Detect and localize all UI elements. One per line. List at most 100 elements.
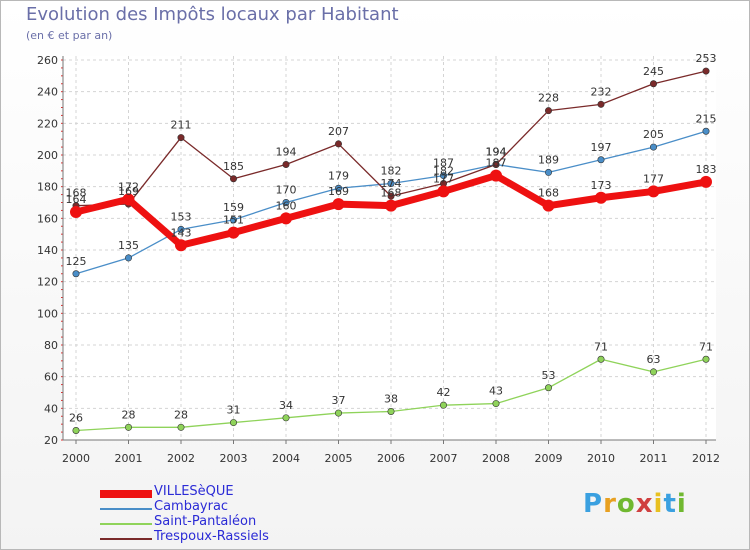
data-label: 168 [66, 187, 87, 200]
data-point [492, 400, 500, 408]
y-tick-label: 20 [44, 434, 58, 447]
chart-title: Evolution des Impôts locaux par Habitant [26, 4, 399, 25]
x-tick-label: 2007 [430, 452, 458, 465]
data-label: 135 [118, 239, 139, 252]
x-tick-label: 2000 [62, 452, 90, 465]
data-label: 177 [643, 172, 664, 185]
x-tick-label: 2011 [640, 452, 668, 465]
data-label: 38 [384, 393, 398, 406]
data-label: 168 [381, 187, 402, 200]
data-point [125, 254, 133, 262]
x-tick-label: 2001 [115, 452, 143, 465]
x-tick-label: 2009 [535, 452, 563, 465]
y-tick-label: 60 [44, 371, 58, 384]
x-tick-label: 2010 [587, 452, 615, 465]
x-tick-label: 2012 [692, 452, 720, 465]
data-label: 42 [437, 386, 451, 399]
x-tick-label: 2006 [377, 452, 405, 465]
data-point [544, 384, 552, 392]
data-label: 187 [486, 157, 507, 170]
data-point [385, 199, 397, 212]
legend-swatch [100, 490, 152, 498]
data-point [439, 172, 447, 180]
data-label: 172 [118, 180, 139, 193]
plot-area [63, 56, 716, 440]
data-label: 215 [696, 112, 717, 125]
data-label: 43 [489, 385, 503, 398]
data-point [230, 419, 238, 427]
logo-letter: P [583, 489, 604, 519]
data-label: 169 [118, 185, 139, 198]
x-tick-label: 2008 [482, 452, 510, 465]
data-point [122, 193, 135, 206]
x-tick-label: 2005 [325, 452, 353, 465]
data-label: 151 [223, 214, 244, 227]
y-tick-label: 180 [37, 181, 58, 194]
y-tick-label: 40 [44, 402, 58, 415]
data-label: 164 [66, 193, 87, 206]
data-label: 53 [542, 369, 556, 382]
data-label: 207 [328, 125, 349, 138]
legend-swatch [100, 508, 152, 510]
data-point [282, 414, 290, 422]
chart-subtitle: (en € et par an) [26, 29, 113, 42]
data-label: 159 [223, 201, 244, 214]
data-point [492, 161, 500, 169]
data-label: 37 [332, 394, 346, 407]
data-point [334, 409, 342, 417]
data-point [227, 226, 240, 239]
data-label: 245 [643, 65, 664, 78]
logo-letter: i [676, 489, 687, 519]
data-point [72, 270, 80, 278]
data-point [72, 426, 80, 434]
data-label: 179 [328, 169, 349, 182]
logo-letter: t [663, 489, 677, 519]
x-tick-label: 2003 [220, 452, 248, 465]
data-label: 182 [433, 165, 454, 178]
legend-label: Cambayrac [154, 499, 229, 514]
logo-letter: i [653, 489, 664, 519]
legend-swatch [100, 523, 152, 525]
data-point [387, 192, 395, 200]
data-label: 183 [696, 163, 717, 176]
legend-label: Trespoux-Rassiels [154, 529, 269, 544]
logo-letter: x [635, 489, 654, 519]
data-point [544, 168, 552, 176]
data-point [230, 175, 238, 183]
data-point [282, 161, 290, 169]
data-point [332, 198, 345, 211]
data-label: 28 [174, 408, 188, 421]
data-label: 143 [171, 226, 192, 239]
data-point [177, 225, 185, 233]
data-point [334, 140, 342, 148]
data-label: 71 [594, 340, 608, 353]
y-tick-label: 120 [37, 276, 58, 289]
data-label: 31 [227, 404, 241, 417]
data-label: 177 [433, 172, 454, 185]
data-label: 34 [279, 399, 293, 412]
data-point [490, 169, 502, 182]
y-tick-label: 260 [37, 54, 58, 67]
y-tick-label: 140 [37, 244, 58, 257]
data-point [334, 184, 342, 192]
proxiti-logo: Proxiti [583, 489, 687, 519]
data-point [439, 401, 447, 409]
data-point [230, 216, 238, 224]
legend-swatch [100, 538, 152, 540]
data-point [597, 355, 605, 363]
data-label: 71 [699, 340, 713, 353]
data-point [177, 423, 185, 431]
data-point [649, 80, 657, 88]
data-point [125, 423, 133, 431]
data-label: 194 [276, 146, 297, 159]
x-tick-label: 2002 [167, 452, 195, 465]
data-label: 194 [486, 146, 507, 159]
x-tick-label: 2004 [272, 452, 300, 465]
data-label: 153 [171, 210, 192, 223]
y-tick-label: 100 [37, 307, 58, 320]
data-point [282, 199, 290, 207]
data-label: 63 [647, 353, 661, 366]
data-label: 228 [538, 92, 559, 105]
data-point [702, 127, 710, 135]
